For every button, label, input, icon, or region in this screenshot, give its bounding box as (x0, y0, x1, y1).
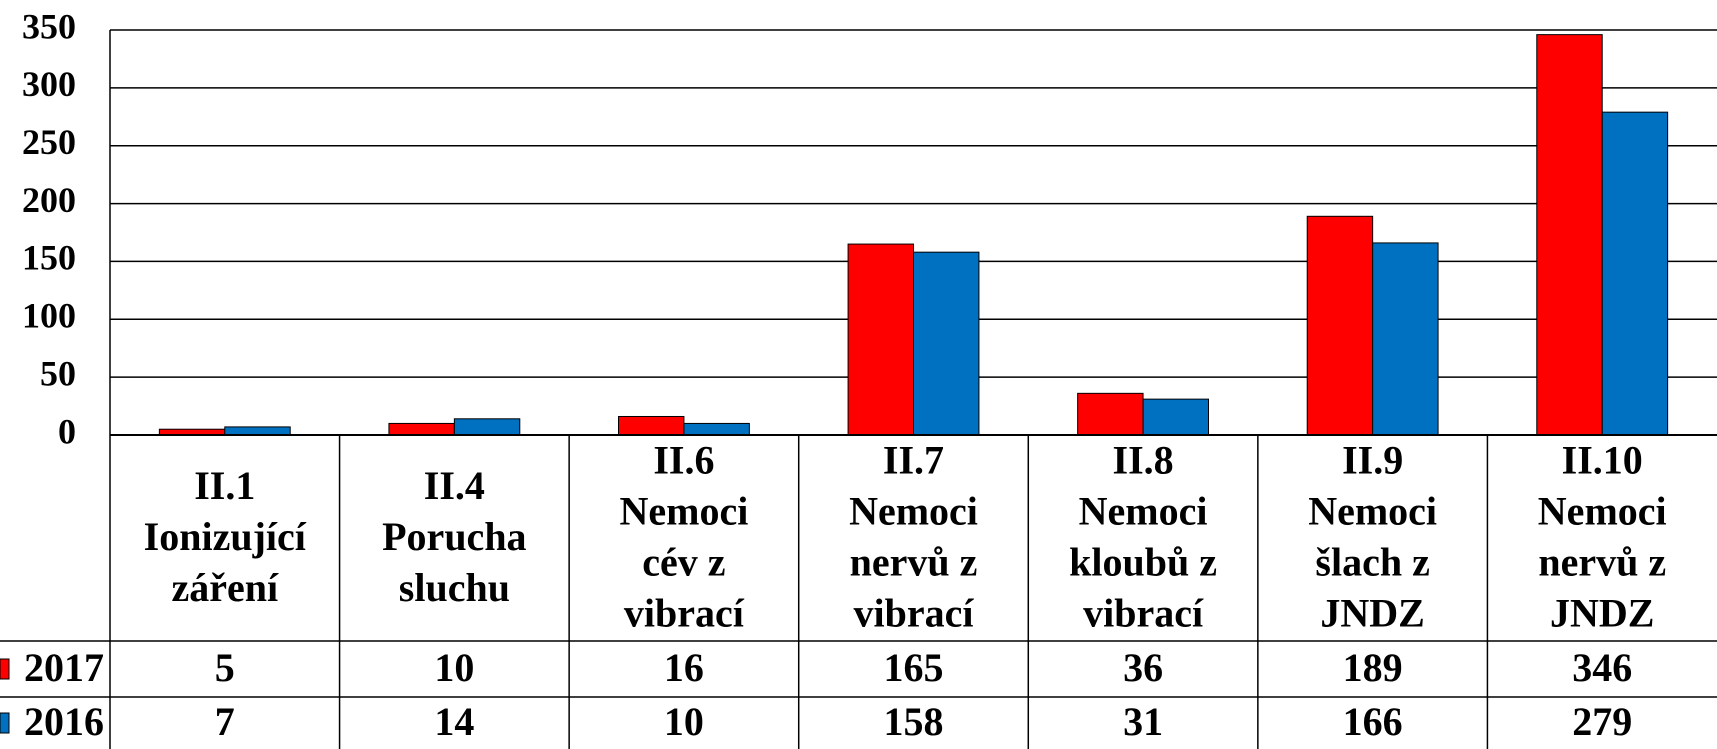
category-label: Nemoci (1308, 489, 1437, 534)
table-value: 189 (1343, 645, 1403, 690)
bar (913, 251, 980, 436)
category-label: nervů z (1538, 540, 1666, 585)
category-label: II.4 (424, 463, 485, 508)
legend-label: 2016 (24, 699, 104, 744)
table-value: 165 (884, 645, 944, 690)
bar (1077, 392, 1144, 436)
y-tick-label: 250 (22, 122, 76, 162)
bar (224, 426, 291, 436)
bar (1142, 398, 1209, 436)
category-label: vibrací (624, 591, 745, 636)
legend-label: 2017 (24, 645, 104, 690)
category-label: II.10 (1562, 438, 1643, 483)
bar (453, 418, 521, 436)
table-value: 166 (1343, 699, 1403, 744)
category-label: II.6 (653, 438, 714, 483)
legend-swatch (0, 658, 10, 680)
table-value: 279 (1572, 699, 1632, 744)
category-label: záření (171, 565, 279, 610)
table-value: 158 (884, 699, 944, 744)
table-value: 16 (664, 645, 704, 690)
legend-swatch (0, 712, 10, 734)
table-value: 36 (1123, 645, 1163, 690)
category-label: cév z (642, 540, 725, 585)
bar (1372, 242, 1439, 436)
category-label: Ionizující (144, 514, 307, 559)
y-tick-label: 150 (22, 238, 76, 278)
category-label: nervů z (850, 540, 978, 585)
table-value: 14 (434, 699, 474, 744)
category-label: sluchu (399, 565, 510, 610)
bar (1536, 34, 1603, 436)
category-label: Nemoci (1538, 489, 1667, 534)
category-label: Nemoci (849, 489, 978, 534)
bar (388, 422, 455, 436)
y-tick-label: 50 (40, 353, 76, 393)
category-label: vibrací (1083, 591, 1204, 636)
table-value: 10 (664, 699, 704, 744)
category-label: vibrací (854, 591, 975, 636)
bar (847, 243, 914, 436)
category-label: kloubů z (1069, 540, 1217, 585)
table-value: 346 (1572, 645, 1632, 690)
y-tick-label: 100 (22, 296, 76, 336)
category-label: Porucha (382, 514, 526, 559)
bar (683, 422, 750, 436)
table-value: 7 (215, 699, 235, 744)
y-tick-label: 0 (58, 411, 76, 451)
y-tick-label: 350 (22, 6, 76, 46)
category-label: JNDZ (1320, 591, 1424, 636)
category-label: Nemoci (1079, 489, 1208, 534)
table-value: 5 (215, 645, 235, 690)
category-label: Nemoci (620, 489, 749, 534)
category-label: II.9 (1342, 438, 1403, 483)
category-label: II.7 (883, 438, 944, 483)
category-label: šlach z (1315, 540, 1429, 585)
table-value: 10 (434, 645, 474, 690)
category-label: JNDZ (1550, 591, 1654, 636)
table-value: 31 (1123, 699, 1163, 744)
category-label: II.8 (1113, 438, 1174, 483)
y-tick-label: 200 (22, 180, 76, 220)
bar (1306, 215, 1374, 436)
bar (618, 415, 685, 436)
bar (1601, 111, 1669, 436)
y-tick-label: 300 (22, 64, 76, 104)
category-label: II.1 (194, 463, 255, 508)
